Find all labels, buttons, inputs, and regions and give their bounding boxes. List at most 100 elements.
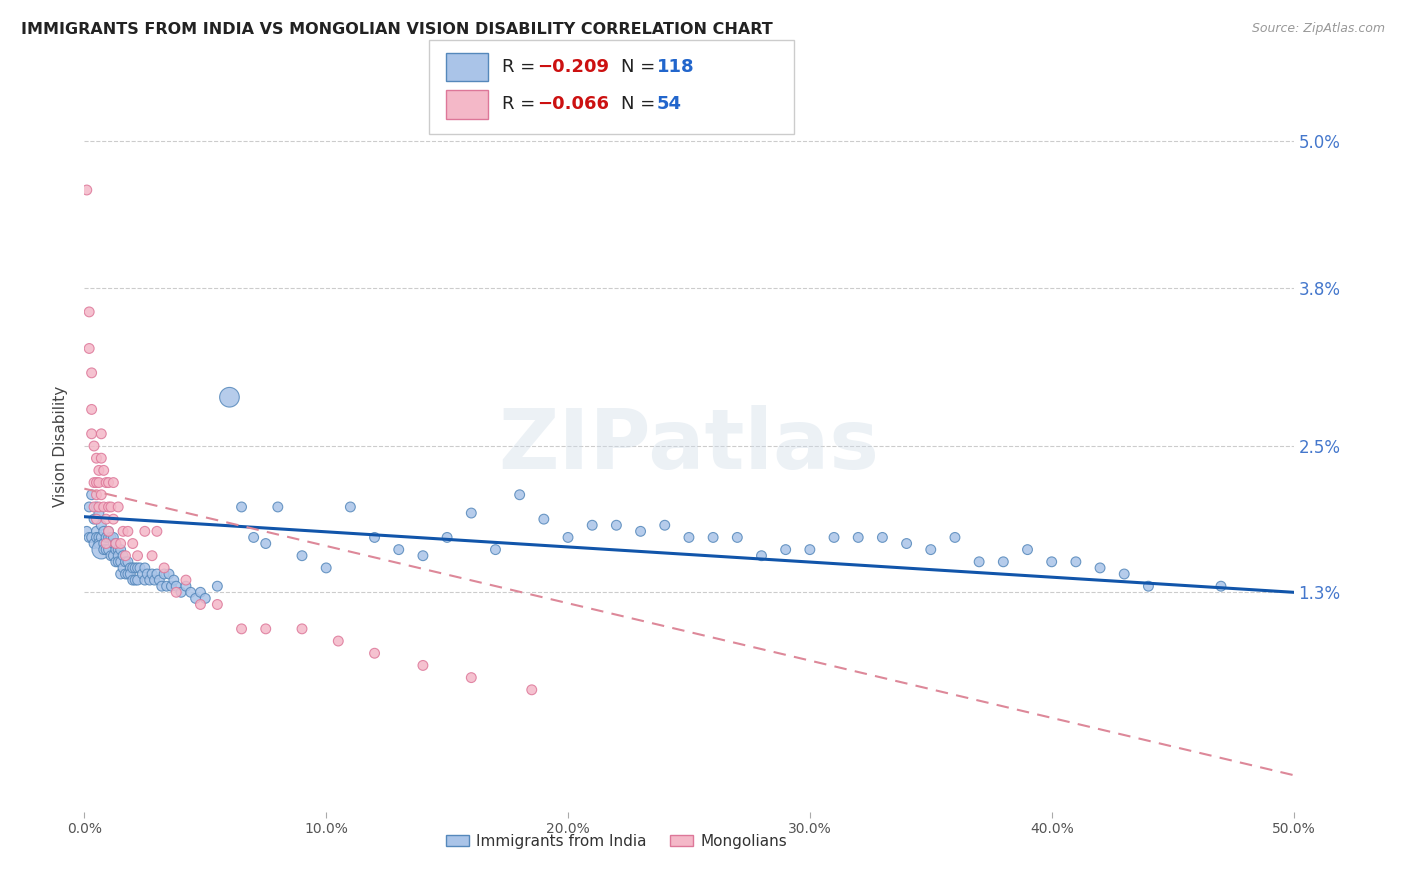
Point — [83, 536, 105, 550]
Point — [83, 475, 105, 490]
Point — [77, 530, 100, 544]
Point — [107, 549, 129, 563]
Text: R =: R = — [502, 58, 541, 76]
Point — [993, 555, 1015, 569]
Point — [80, 366, 103, 380]
Point — [388, 542, 411, 557]
Text: −0.209: −0.209 — [537, 58, 609, 76]
Point — [86, 512, 108, 526]
Point — [127, 549, 149, 563]
Point — [702, 530, 724, 544]
Point — [80, 426, 103, 441]
Text: Source: ZipAtlas.com: Source: ZipAtlas.com — [1251, 22, 1385, 36]
Point — [436, 530, 458, 544]
Point — [107, 555, 129, 569]
Point — [77, 305, 100, 319]
Point — [775, 542, 797, 557]
Point — [190, 585, 212, 599]
Point — [103, 530, 125, 544]
Point — [148, 573, 170, 587]
Point — [103, 475, 125, 490]
Point — [80, 402, 103, 417]
Point — [231, 622, 253, 636]
Point — [967, 555, 990, 569]
Point — [114, 555, 136, 569]
Legend: Immigrants from India, Mongolians: Immigrants from India, Mongolians — [440, 828, 793, 855]
Point — [174, 573, 197, 587]
Point — [138, 573, 160, 587]
Point — [520, 682, 543, 697]
Point — [157, 567, 180, 582]
Point — [110, 555, 132, 569]
Point — [87, 500, 110, 514]
Point — [254, 536, 277, 550]
Point — [141, 549, 163, 563]
Point — [120, 561, 142, 575]
Point — [104, 536, 127, 550]
Point — [107, 500, 129, 514]
Point — [93, 463, 115, 477]
Point — [86, 530, 108, 544]
Point — [751, 549, 773, 563]
Point — [1137, 579, 1160, 593]
Point — [412, 549, 434, 563]
Point — [155, 579, 177, 593]
Point — [146, 524, 169, 539]
Point — [231, 500, 253, 514]
Point — [799, 542, 821, 557]
Point — [1064, 555, 1087, 569]
Point — [86, 451, 108, 466]
Point — [86, 475, 108, 490]
Text: R =: R = — [502, 95, 541, 113]
Point — [207, 598, 229, 612]
Y-axis label: Vision Disability: Vision Disability — [53, 385, 69, 507]
Point — [1017, 542, 1039, 557]
Point — [1114, 567, 1136, 582]
Point — [163, 573, 186, 587]
Point — [315, 561, 337, 575]
Point — [165, 585, 187, 599]
Point — [87, 530, 110, 544]
Point — [97, 500, 120, 514]
Point — [654, 518, 676, 533]
Point — [124, 561, 146, 575]
Point — [136, 567, 159, 582]
Point — [218, 390, 240, 404]
Point — [97, 475, 120, 490]
Point — [180, 585, 202, 599]
Point — [1088, 561, 1111, 575]
Point — [153, 561, 176, 575]
Point — [134, 561, 156, 575]
Point — [146, 567, 169, 582]
Text: 54: 54 — [657, 95, 682, 113]
Point — [87, 536, 110, 550]
Point — [1040, 555, 1063, 569]
Point — [412, 658, 434, 673]
Point — [121, 561, 143, 575]
Point — [77, 342, 100, 356]
Point — [160, 579, 183, 593]
Point — [104, 555, 127, 569]
Point — [328, 634, 350, 648]
Point — [190, 598, 212, 612]
Point — [87, 463, 110, 477]
Point — [141, 567, 163, 582]
Point — [94, 530, 117, 544]
Point — [87, 506, 110, 520]
Point — [93, 524, 115, 539]
Point — [339, 500, 361, 514]
Point — [97, 524, 120, 539]
Point — [103, 549, 125, 563]
Point — [134, 524, 156, 539]
Point — [460, 506, 482, 520]
Point — [100, 500, 122, 514]
Point — [90, 488, 112, 502]
Point — [557, 530, 579, 544]
Point — [104, 542, 127, 557]
Point — [112, 561, 135, 575]
Point — [112, 549, 135, 563]
Point — [90, 518, 112, 533]
Point — [174, 579, 197, 593]
Point — [90, 542, 112, 557]
Point — [97, 542, 120, 557]
